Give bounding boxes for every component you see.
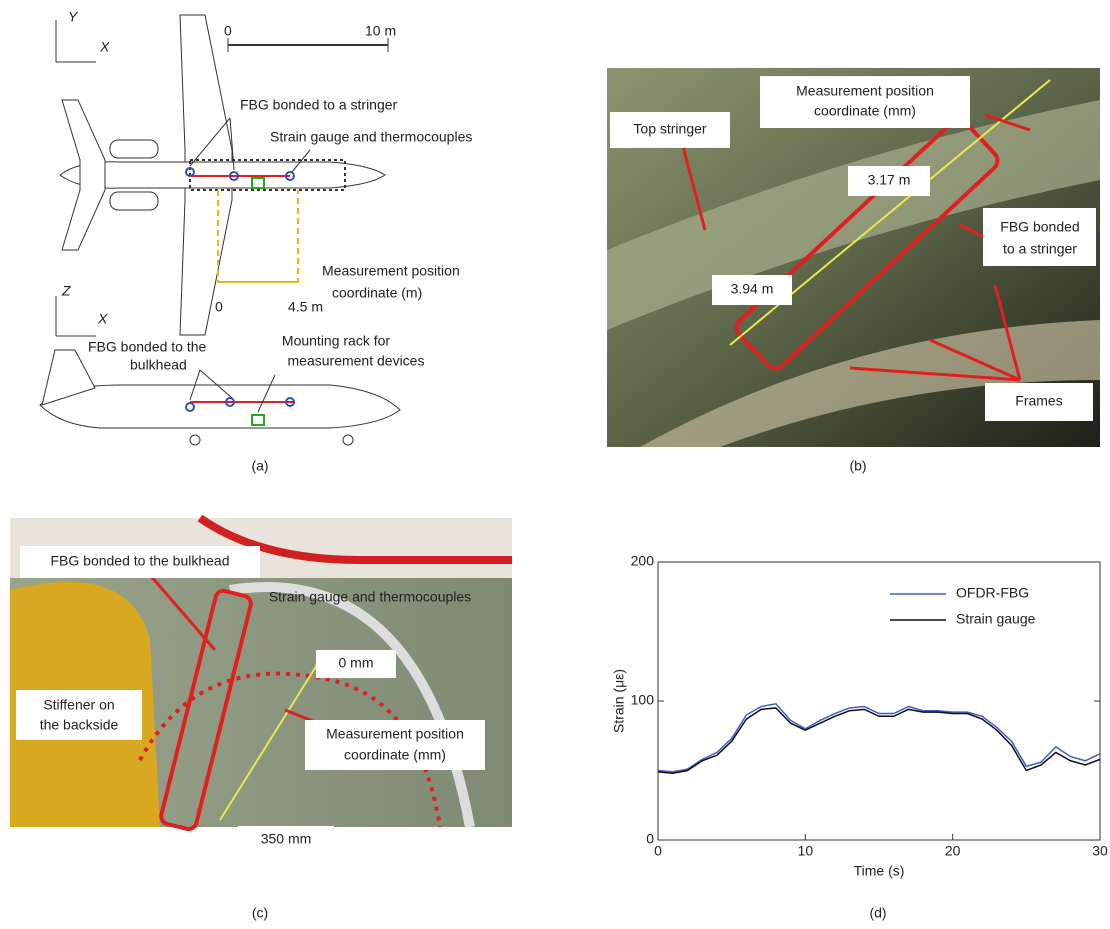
label: Frames: [1015, 393, 1062, 409]
label: to a stringer: [1003, 241, 1077, 257]
x-tick-label: 30: [1092, 843, 1108, 859]
label: 3.17 m: [868, 172, 911, 188]
caption: (d): [869, 905, 886, 921]
label: (c): [252, 905, 268, 921]
plot-frame: [658, 562, 1100, 840]
label: (b): [849, 458, 866, 474]
label: measurement devices: [288, 353, 425, 369]
shape: [983, 208, 1096, 266]
page: Y X 0 10 m FBG bonded to a stringer Stra…: [0, 0, 1110, 929]
label: 350 mm: [261, 831, 312, 847]
label: 0: [215, 299, 223, 315]
label: the backside: [40, 717, 119, 733]
shape: [343, 435, 353, 445]
label: Top stringer: [633, 121, 706, 137]
label: coordinate (mm): [814, 103, 916, 119]
label: FBG bonded to a stringer: [240, 97, 398, 113]
shape: [190, 435, 200, 445]
label: X: [99, 39, 110, 55]
panel-a: [40, 15, 400, 445]
panel-d: (d) 0 100 200 0 10 20 30 Time (s) Strain (με) OFD…: [611, 553, 1108, 921]
shape: [110, 192, 158, 210]
label: 0 mm: [339, 655, 374, 671]
y-tick-label: 200: [631, 553, 655, 569]
label: Z: [61, 283, 71, 299]
label: Measurement position: [796, 83, 934, 99]
x-tick-label: 20: [945, 843, 961, 859]
y-tick-label: 0: [646, 831, 654, 847]
label: FBG bonded to the: [88, 339, 207, 355]
label: bulkhead: [130, 357, 187, 373]
panel-c: FBG bonded to the bulkhead Strain gauge …: [10, 518, 512, 921]
label: Measurement position: [326, 726, 464, 742]
legend-label: Strain gauge: [956, 611, 1036, 627]
label: coordinate (m): [332, 285, 422, 301]
label: Strain gauge and thermocouples: [269, 589, 471, 605]
label: FBG bonded: [1000, 219, 1079, 235]
series-line: [658, 704, 1100, 772]
label: 4.5 m: [288, 299, 323, 315]
x-tick-label: 0: [654, 843, 662, 859]
label: (a): [251, 458, 268, 474]
label: Mounting rack for: [282, 333, 390, 349]
panel-b: Measurement position coordinate (mm) Top…: [607, 68, 1100, 474]
label: 0: [224, 23, 232, 39]
x-axis-label: Time (s): [854, 863, 905, 879]
label: X: [97, 311, 108, 327]
legend-label: OFDR-FBG: [956, 585, 1029, 601]
figure: Y X 0 10 m FBG bonded to a stringer Stra…: [0, 0, 1110, 924]
x-tick-label: 10: [798, 843, 814, 859]
label: Measurement position: [322, 263, 460, 279]
label: Stiffener on: [43, 697, 114, 713]
side-fuselage: [40, 385, 400, 428]
label: Y: [68, 9, 79, 25]
label: FBG bonded to the bulkhead: [50, 553, 229, 569]
label: 10 m: [365, 23, 396, 39]
label: Strain gauge and thermocouples: [270, 129, 472, 145]
y-tick-label: 100: [631, 692, 655, 708]
shape: [110, 140, 158, 158]
label: coordinate (mm): [344, 747, 446, 763]
y-axis-label: Strain (με): [611, 669, 627, 733]
label: 3.94 m: [731, 281, 774, 297]
